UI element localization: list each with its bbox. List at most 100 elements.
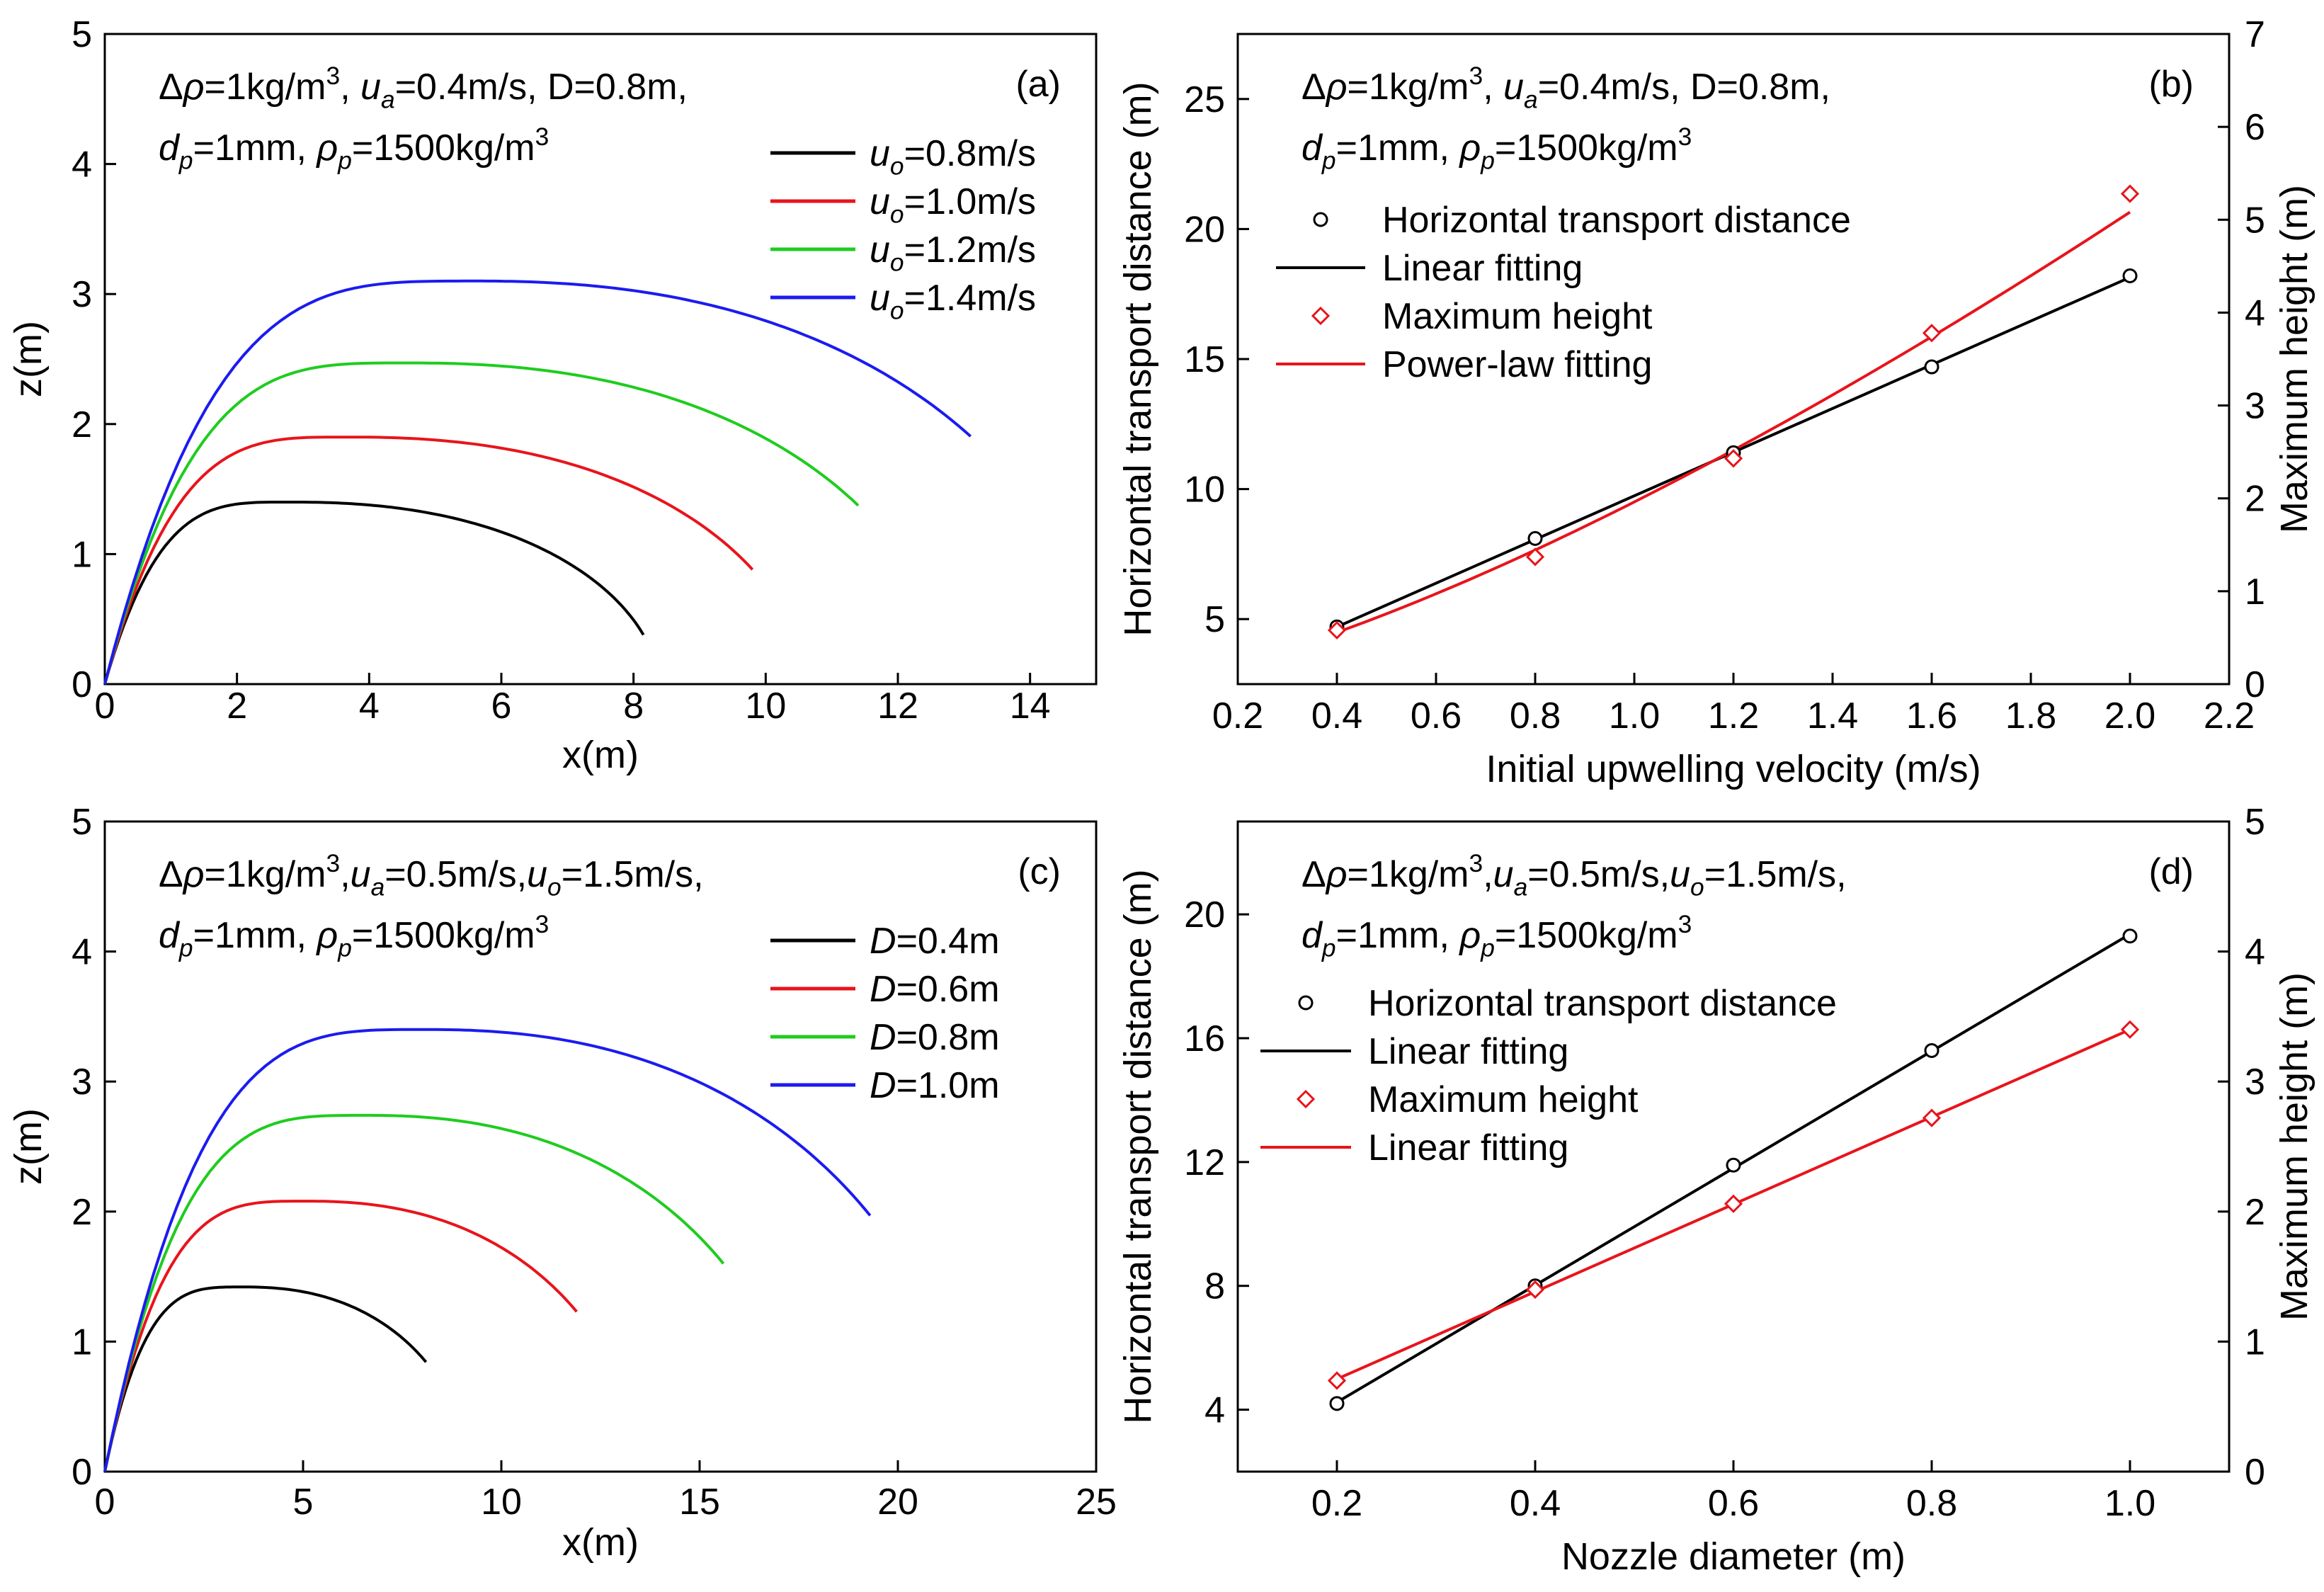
x-tick-label: 0.2 (1212, 695, 1263, 737)
data-point-circle (1527, 530, 1543, 546)
text-run: p (1321, 935, 1336, 962)
text-run: 3 (1469, 850, 1483, 877)
text-run: d (1301, 127, 1323, 169)
text-run: u (1670, 854, 1690, 895)
x-tick-label: 20 (877, 1482, 918, 1523)
data-point-diamond (1327, 1371, 1347, 1390)
legend-label: Horizontal transport distance (1368, 983, 1837, 1024)
text-run: =1.5m/s, (562, 854, 704, 895)
y-tick-label: 3 (72, 274, 92, 315)
text-run: ρ (1325, 67, 1348, 108)
x-tick-label: 1.0 (2104, 1483, 2155, 1524)
x-axis-title: x(m) (562, 734, 639, 776)
text-run: , (340, 854, 350, 895)
panel-label: (a) (1015, 64, 1061, 105)
data-point-diamond (2120, 184, 2140, 203)
text-run: =1mm, (193, 915, 317, 956)
data-point-diamond (1525, 547, 1545, 567)
text-run: , (1483, 67, 1503, 108)
x-tick-label: 1.4 (1807, 695, 1858, 737)
text-run: p (1321, 147, 1336, 175)
legend-label: uo=1.2m/s (870, 229, 1036, 277)
legend-label: D=0.6m (870, 969, 1000, 1010)
x-tick-label: 0.6 (1708, 1483, 1759, 1524)
y2-tick-label: 7 (2245, 14, 2265, 55)
data-point-diamond (1922, 324, 1942, 343)
text-run: =1.4m/s (904, 278, 1036, 319)
text-run: =1500kg/m (352, 127, 535, 169)
x-tick-label: 2.0 (2104, 695, 2155, 737)
y-tick-label: 8 (1204, 1266, 1225, 1307)
text-run: 3 (535, 123, 549, 151)
text-run: 3 (326, 850, 341, 877)
x-axis-title: Nozzle diameter (m) (1561, 1535, 1906, 1578)
y-tick-label: 20 (1184, 894, 1225, 936)
text-run: =0.4m/s, D=0.8m, (395, 67, 688, 108)
text-run: p (178, 935, 193, 962)
text-run: D (870, 921, 896, 962)
text-run: ρ (1325, 854, 1348, 895)
legend-marker-diamond (1311, 306, 1331, 326)
legend-label: uo=1.4m/s (870, 278, 1036, 325)
x-tick-label: 25 (1076, 1482, 1117, 1523)
x-axis-title: x(m) (562, 1521, 639, 1564)
text-run: Δ (1301, 67, 1326, 108)
y2-tick-label: 0 (2245, 1452, 2265, 1493)
legend-marker-diamond (1296, 1089, 1316, 1109)
x-tick-label: 2.2 (2204, 695, 2255, 737)
x-tick-label: 0.8 (1510, 695, 1561, 737)
y-tick-label: 20 (1184, 209, 1225, 250)
trajectory-line (103, 1113, 725, 1472)
y2-tick-label: 2 (2245, 479, 2265, 520)
legend-label: Maximum height (1368, 1079, 1639, 1120)
y-tick-label: 5 (72, 802, 92, 843)
y2-tick-label: 4 (2245, 932, 2265, 973)
legend-label: Maximum height (1382, 296, 1653, 337)
legend-label: D=0.8m (870, 1017, 1000, 1058)
text-run: p (1480, 935, 1495, 962)
data-point-diamond (1724, 1194, 1743, 1213)
text-run: o (890, 153, 904, 181)
annotation-line-1: Δρ=1kg/m3, ua=0.4m/s, D=0.8m, (159, 62, 688, 113)
x-axis-title: Initial upwelling velocity (m/s) (1486, 748, 1981, 790)
legend-label: Horizontal transport distance (1382, 200, 1851, 241)
y-tick-label: 1 (72, 1321, 92, 1363)
plot-frame (103, 33, 1098, 686)
x-tick-label: 0.6 (1411, 695, 1462, 737)
data-point-circle (1924, 359, 1939, 375)
y-tick-label: 2 (72, 1192, 92, 1233)
text-run: =1mm, (1336, 127, 1460, 169)
panel-label: (d) (2148, 851, 2194, 892)
text-run: =1kg/m (205, 854, 326, 895)
y2-tick-label: 5 (2245, 200, 2265, 241)
x-tick-label: 6 (491, 686, 512, 727)
text-run: D (870, 1065, 896, 1106)
text-run: =1.0m (896, 1065, 1000, 1106)
data-point-circle (1329, 1396, 1345, 1411)
text-run: d (159, 915, 181, 956)
text-run: 3 (1678, 123, 1692, 151)
x-tick-label: 12 (877, 686, 918, 727)
y-tick-label: 12 (1184, 1142, 1225, 1183)
data-point-diamond (1922, 1108, 1942, 1127)
x-tick-label: 0 (95, 686, 115, 727)
y-axis-title: z(m) (7, 1108, 50, 1185)
text-run: 3 (326, 62, 341, 90)
text-run: a (1514, 874, 1528, 902)
y-tick-label: 1 (72, 534, 92, 575)
text-run: =1kg/m (205, 67, 326, 108)
text-run: =0.8m/s (904, 133, 1036, 174)
x-tick-label: 2 (227, 686, 247, 727)
legend-label: D=1.0m (870, 1065, 1000, 1106)
y2-tick-label: 6 (2245, 107, 2265, 148)
text-run: p (178, 147, 193, 175)
text-run: u (1503, 67, 1524, 108)
x-tick-label: 1.6 (1906, 695, 1957, 737)
panel-label: (b) (2148, 64, 2194, 105)
legend-label: D=0.4m (870, 921, 1000, 962)
x-tick-label: 0.8 (1906, 1483, 1957, 1524)
text-run: ρ (1458, 127, 1481, 169)
x-tick-label: 10 (745, 686, 786, 727)
data-point-diamond (1724, 449, 1743, 468)
text-run: =0.5m/s, (385, 854, 527, 895)
